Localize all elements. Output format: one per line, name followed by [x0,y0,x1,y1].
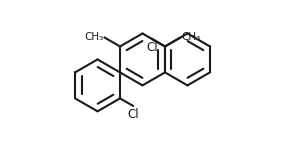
Text: Cl: Cl [127,108,139,121]
Text: CH₃: CH₃ [182,32,201,42]
Text: CH₃: CH₃ [84,32,103,42]
Text: Cl: Cl [146,41,158,54]
